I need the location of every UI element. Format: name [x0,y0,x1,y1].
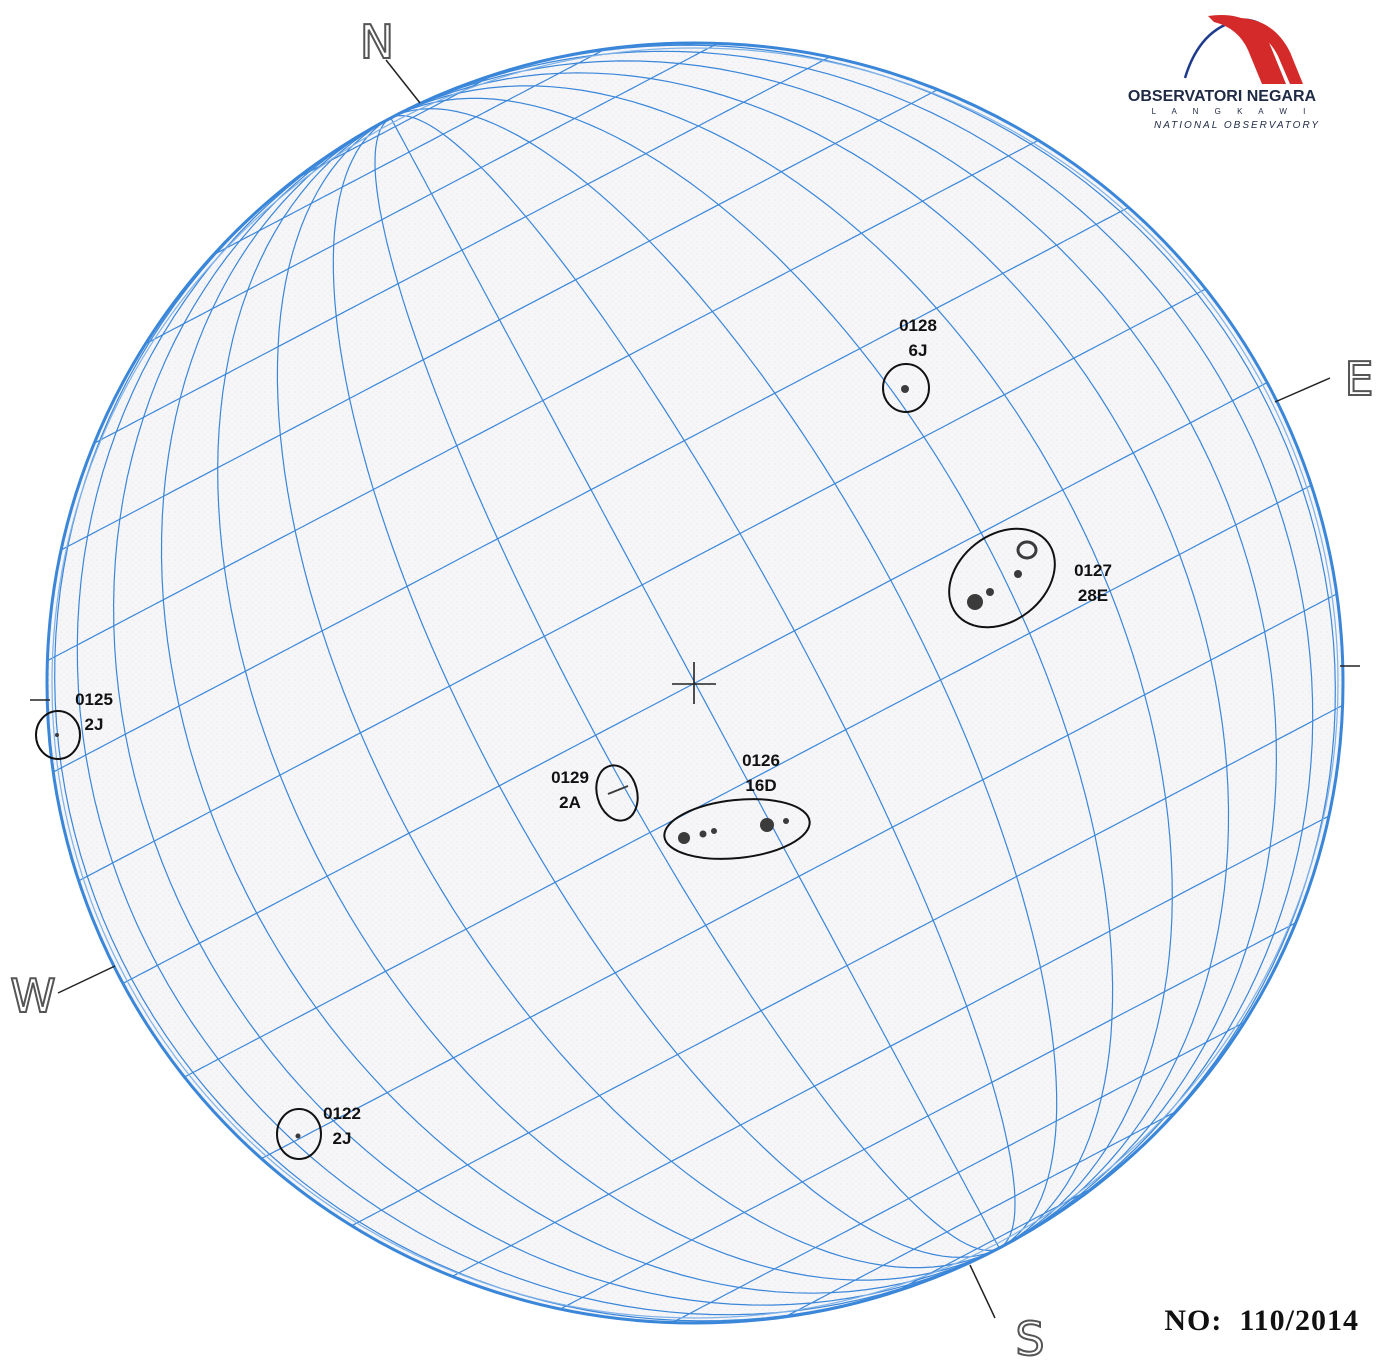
sunspots [55,385,1038,1139]
group-outline-0127 [948,527,1056,629]
grid-line [213,48,606,256]
sunspot-0126-c [711,828,717,834]
group-number-0125: 0125 [75,690,113,709]
north-south-axis-top [385,59,421,104]
grid-line [672,1021,1245,1323]
group-class-0129: 2A [559,793,581,812]
group-number-0129: 0129 [551,768,589,787]
group-number-0122: 0122 [323,1104,361,1123]
group-number-0128: 0128 [899,316,937,335]
group-outline-0122 [276,1108,322,1160]
grid-line [560,922,1297,1310]
sunspot-0127-follower [1016,540,1038,560]
report-number: NO: 110/2014 [1164,1304,1359,1337]
grid-line [295,73,496,180]
sunspot-0126-b [699,830,707,838]
sunspot-0126-a [678,832,690,844]
grid-line [184,484,1312,1078]
grid-line [452,815,1330,1277]
group-class-0122: 2J [333,1129,352,1148]
sunspot-0129 [607,785,629,795]
sunspot-0128 [901,385,909,393]
grid-line [78,288,1206,882]
sunspot-0125 [55,733,59,737]
disk-center-cross [672,662,716,704]
logo-title: OBSERVATORI NEGARA [1128,88,1317,105]
sunspot-0126-e [783,818,789,824]
cardinal-east: E [1344,352,1373,406]
group-outline-0128 [882,363,930,413]
cardinal-south: S [1015,1312,1044,1362]
grid-line [894,1186,1095,1293]
group-labels: 0128 6J 0127 28E 0125 2J 0129 2A 0126 16… [75,316,1112,1148]
grid-line [784,1110,1177,1318]
group-class-0128: 6J [909,341,928,360]
north-south-axis-bottom [969,1264,996,1319]
group-outline-0129 [595,764,639,822]
east-tick [1274,377,1331,403]
group-number-0127: 0127 [1074,561,1112,580]
observatory-logo-arcs [1183,15,1303,84]
grid-line [351,704,1343,1227]
grid-line [52,206,1129,773]
solar-limb-inner [51,47,1339,1319]
heliographic-grid [47,43,1343,1323]
group-number-0126: 0126 [742,751,780,770]
logo-tagline: NATIONAL OBSERVATORY [1154,120,1320,131]
group-outline-0125 [35,710,81,760]
grid-line [93,56,830,444]
solar-limb [45,41,1345,1325]
sunspot-0127-a [986,588,994,596]
observatory-logo: OBSERVATORI NEGARA L A N G K A W I NATIO… [1128,15,1320,131]
sunspot-0126-d [760,818,774,832]
grid-line [122,381,1268,985]
group-outlines [35,363,1056,1160]
group-outline-0126 [663,798,811,860]
group-class-0125: 2J [85,715,104,734]
grid-line [261,593,1338,1160]
grid-line [47,139,1039,662]
sunspot-0122 [295,1133,301,1139]
group-class-0126: 16D [745,776,776,795]
group-class-0127: 28E [1078,586,1108,605]
cardinal-north: N [360,15,394,69]
grid-line [145,43,718,345]
cardinal-west: W [10,969,55,1023]
west-tick [57,965,116,994]
grid-line [60,89,938,551]
sunspot-0127-leader [967,594,983,610]
logo-subtitle: L A N G K A W I [1152,107,1313,116]
sunspot-0127-b [1014,570,1022,578]
